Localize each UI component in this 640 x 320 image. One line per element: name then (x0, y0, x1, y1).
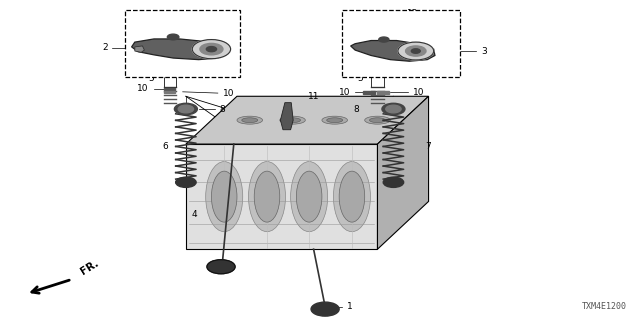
Circle shape (382, 103, 405, 115)
Text: 10: 10 (413, 88, 424, 97)
Polygon shape (186, 96, 429, 144)
Circle shape (207, 260, 235, 274)
Text: 5: 5 (148, 74, 154, 83)
Ellipse shape (333, 162, 371, 232)
Text: 5: 5 (357, 74, 363, 83)
Ellipse shape (280, 116, 305, 124)
Text: 9: 9 (353, 179, 358, 188)
Text: 6: 6 (163, 142, 168, 151)
Text: 2: 2 (102, 43, 108, 52)
Circle shape (192, 40, 230, 59)
Ellipse shape (211, 171, 237, 222)
Circle shape (311, 302, 339, 316)
Polygon shape (132, 39, 227, 60)
Ellipse shape (369, 118, 385, 123)
Text: 8: 8 (220, 105, 225, 114)
Ellipse shape (237, 116, 262, 124)
Ellipse shape (326, 118, 342, 123)
Ellipse shape (339, 171, 365, 222)
Bar (125, 10, 240, 77)
Ellipse shape (291, 162, 328, 232)
Ellipse shape (242, 118, 258, 123)
Circle shape (206, 47, 216, 52)
Circle shape (178, 105, 193, 113)
Circle shape (175, 177, 196, 188)
Circle shape (379, 37, 389, 42)
Polygon shape (186, 144, 378, 249)
Text: FR.: FR. (78, 258, 100, 277)
Circle shape (174, 103, 197, 115)
Text: TXM4E1200: TXM4E1200 (582, 302, 627, 311)
Text: 3: 3 (481, 46, 486, 56)
Circle shape (200, 44, 223, 55)
Text: 8: 8 (354, 105, 360, 114)
Ellipse shape (205, 162, 243, 232)
Circle shape (412, 49, 420, 53)
Circle shape (168, 34, 179, 40)
Ellipse shape (296, 171, 322, 222)
Circle shape (383, 177, 404, 188)
Text: 10: 10 (138, 84, 149, 93)
Text: 12: 12 (407, 9, 418, 18)
Text: 12: 12 (198, 12, 210, 20)
Polygon shape (280, 103, 293, 130)
Bar (364, 92, 375, 94)
Ellipse shape (365, 116, 390, 124)
Bar (164, 88, 175, 90)
Polygon shape (378, 96, 429, 249)
Circle shape (406, 46, 426, 56)
Bar (164, 91, 175, 93)
Text: 7: 7 (426, 142, 431, 151)
Ellipse shape (322, 116, 348, 124)
Polygon shape (351, 41, 435, 61)
Text: 4: 4 (192, 210, 197, 219)
Ellipse shape (285, 118, 301, 123)
Polygon shape (135, 46, 145, 52)
Bar (342, 10, 461, 77)
Ellipse shape (248, 162, 285, 232)
Text: 10: 10 (223, 89, 234, 98)
Text: 10: 10 (339, 88, 351, 97)
Text: 9: 9 (216, 179, 222, 188)
Circle shape (398, 42, 434, 60)
Text: 11: 11 (308, 92, 319, 101)
Text: 1: 1 (347, 302, 353, 311)
Ellipse shape (254, 171, 280, 222)
Circle shape (386, 105, 401, 113)
Bar (378, 92, 389, 94)
